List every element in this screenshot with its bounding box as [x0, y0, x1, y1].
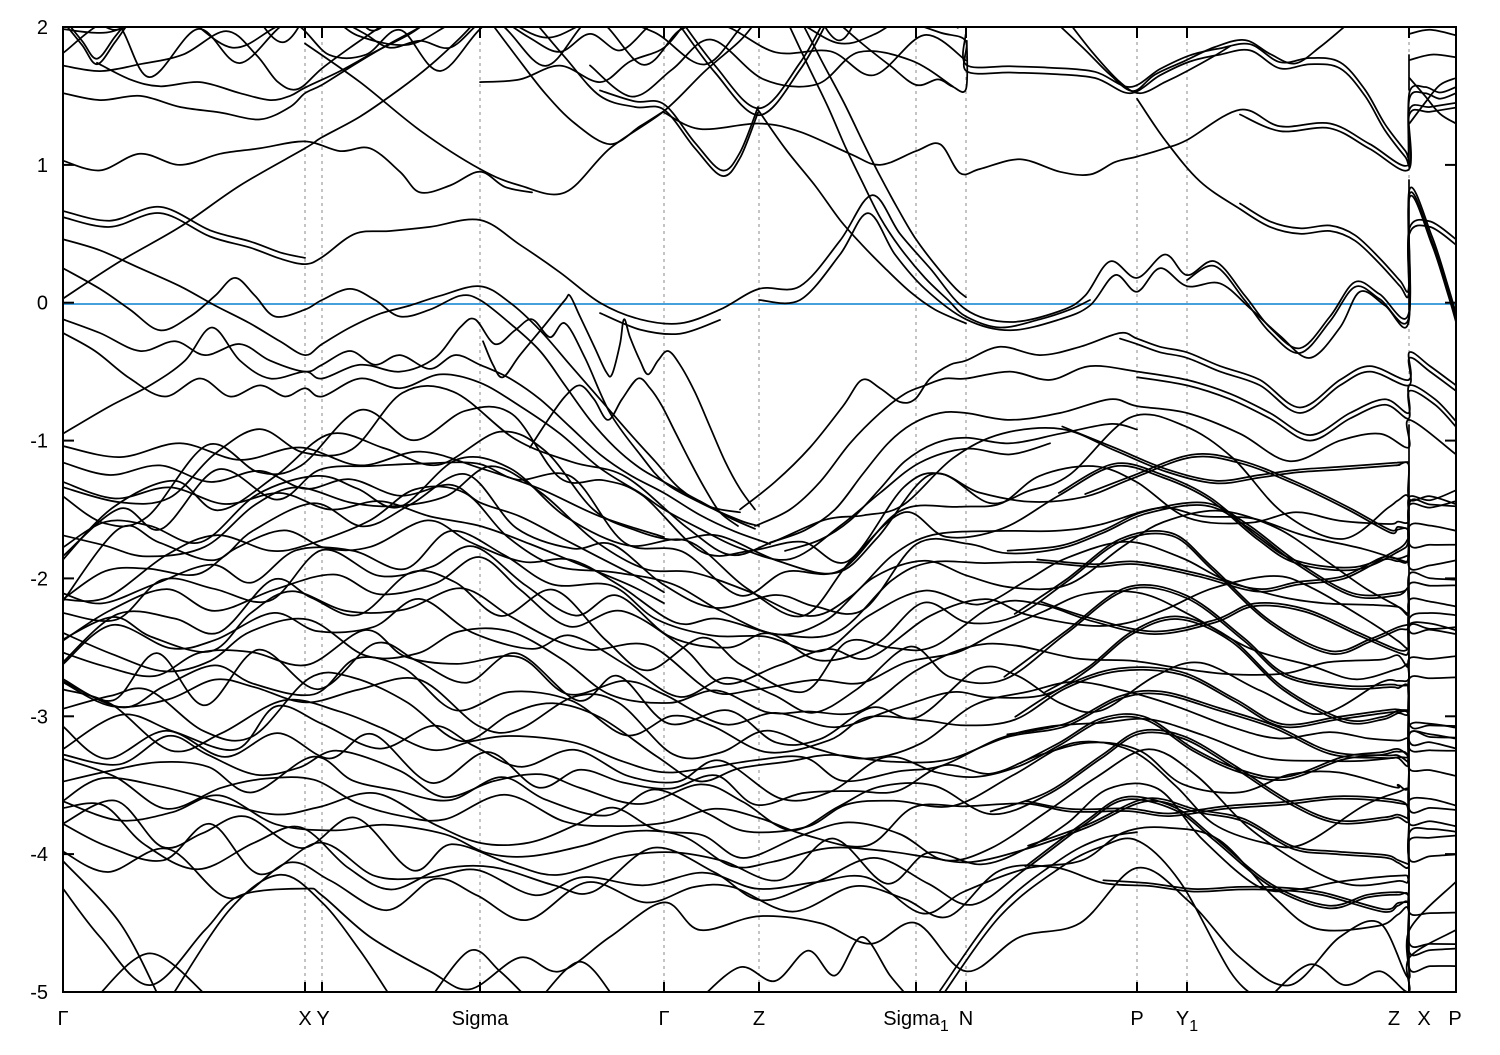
svg-text:Z: Z — [1388, 1008, 1400, 1030]
svg-text:Γ: Γ — [658, 1008, 669, 1030]
svg-text:-3: -3 — [30, 706, 48, 728]
svg-text:Γ: Γ — [57, 1008, 68, 1030]
svg-text:-2: -2 — [30, 568, 48, 590]
svg-text:N: N — [959, 1008, 973, 1030]
svg-text:-4: -4 — [30, 844, 48, 866]
svg-text:2: 2 — [37, 17, 48, 39]
svg-text:Sigma: Sigma — [452, 1008, 510, 1030]
svg-text:0: 0 — [37, 293, 48, 315]
svg-text:X: X — [1417, 1008, 1430, 1030]
svg-text:Y: Y — [316, 1008, 329, 1030]
svg-text:P: P — [1448, 1008, 1461, 1030]
svg-text:1: 1 — [37, 155, 48, 177]
svg-text:Z: Z — [753, 1008, 765, 1030]
svg-text:X: X — [298, 1008, 311, 1030]
svg-text:-1: -1 — [30, 431, 48, 453]
svg-text:P: P — [1130, 1008, 1143, 1030]
svg-text:-5: -5 — [30, 982, 48, 1004]
